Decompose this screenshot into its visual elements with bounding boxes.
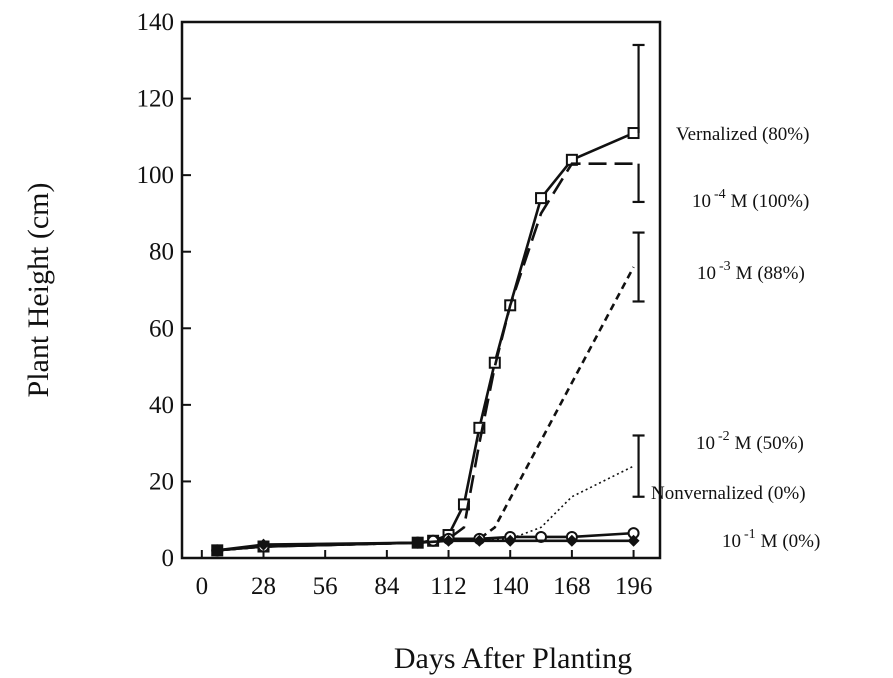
y-tick-label: 40 <box>149 392 174 419</box>
series-label-part: M (88%) <box>736 263 805 284</box>
marker <box>211 544 224 557</box>
y-tick-label: 120 <box>137 86 175 113</box>
error-bar <box>632 43 645 134</box>
y-axis-label: Plant Height (cm) <box>22 183 55 398</box>
x-tick-label: 196 <box>615 573 653 600</box>
x-tick-label: 56 <box>313 573 338 600</box>
x-tick-label: 140 <box>491 573 529 600</box>
series-label-part: M (50%) <box>735 433 804 454</box>
marker <box>442 534 455 547</box>
series-label-part: Nonvernalized (0%) <box>651 483 806 504</box>
series-label-part: -2 <box>718 429 730 444</box>
series-label-part: 10 <box>692 191 711 212</box>
error-bar <box>632 163 645 204</box>
y-tick-label: 100 <box>137 162 175 189</box>
marker <box>411 536 424 549</box>
x-tick-label: 112 <box>430 573 467 600</box>
marker <box>504 534 517 547</box>
series-label-part: -3 <box>719 259 731 274</box>
marker <box>535 192 548 205</box>
y-tick-label: 80 <box>149 239 174 266</box>
y-tick-label: 0 <box>162 545 175 572</box>
marker <box>627 534 640 547</box>
series-label-part: 10 <box>697 263 716 284</box>
error-bar <box>632 434 645 498</box>
y-tick-label: 20 <box>149 468 174 495</box>
x-tick-label: 168 <box>553 573 591 600</box>
series-label: 10 -3 M (88%) <box>697 259 805 284</box>
x-axis-label: Days After Planting <box>394 642 632 675</box>
marker <box>473 421 486 434</box>
series-label-part: -1 <box>744 527 756 542</box>
series-label-part: M (0%) <box>761 531 821 552</box>
y-tick-label: 60 <box>149 315 174 342</box>
marker <box>627 127 640 140</box>
series-label: 10 -4 M (100%) <box>692 187 809 212</box>
series-label: Vernalized (80%) <box>676 124 809 145</box>
series-label-part: Vernalized (80%) <box>676 124 809 145</box>
plot-frame <box>180 20 662 560</box>
series-line <box>217 539 634 552</box>
x-tick-label: 28 <box>251 573 276 600</box>
marker <box>565 534 578 547</box>
error-bar <box>632 231 645 303</box>
x-tick-label: 84 <box>374 573 400 600</box>
marker <box>257 538 270 551</box>
series-label: 10 -2 M (50%) <box>696 429 804 454</box>
series-label: 10 -1 M (0%) <box>722 527 820 552</box>
series-label-part: M (100%) <box>731 191 810 212</box>
x-tick-label: 0 <box>196 573 209 600</box>
marker <box>473 534 486 547</box>
series-line <box>217 162 634 552</box>
y-tick-label: 140 <box>137 9 175 36</box>
series-label: Nonvernalized (0%) <box>651 483 806 504</box>
series-label-part: 10 <box>696 433 715 454</box>
series-label-part: -4 <box>714 187 726 202</box>
series-label-part: 10 <box>722 531 741 552</box>
series-line <box>217 266 635 552</box>
series-line <box>217 131 635 552</box>
